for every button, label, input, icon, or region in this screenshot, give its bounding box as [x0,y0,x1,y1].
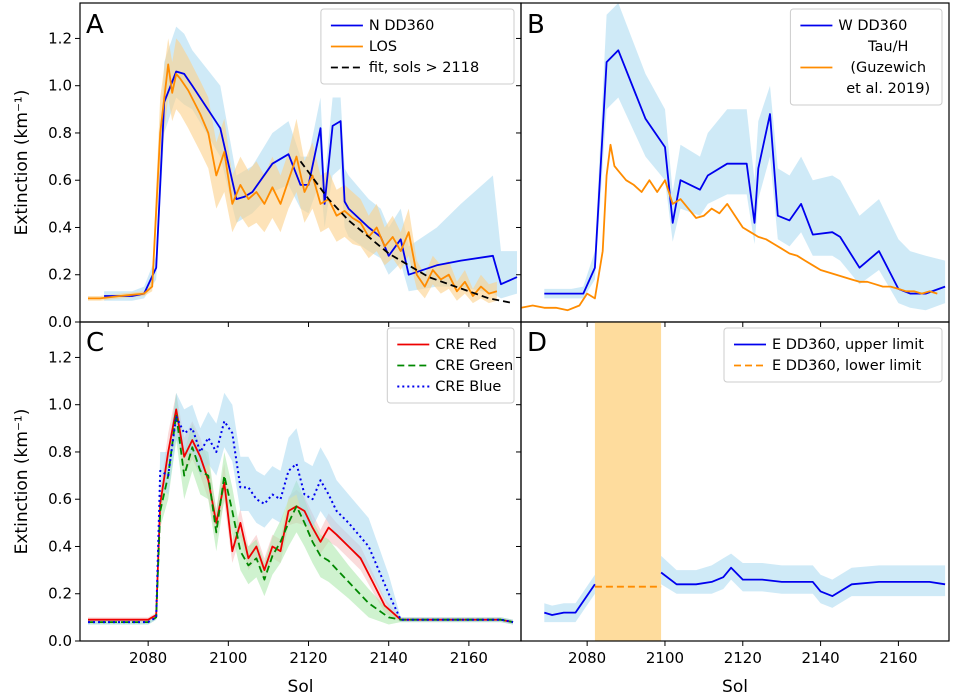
y-tick-label: 0.4 [48,537,72,555]
panel-c: 2080 2100 2120 2140 2160 0.0 0.2 0.4 0.6 0.8 1.0 1.… [12,321,522,697]
y-tick-label: 0.0 [48,632,72,650]
shaded-span [594,322,662,641]
x-axis-label: Sol [288,677,314,697]
series-line [88,413,514,623]
series-line [544,583,596,616]
y-tick-label: 1.2 [48,29,72,47]
legend-box [386,327,515,404]
panel-frame [520,321,950,642]
series-line [88,408,514,623]
legend-label: W DD360 [838,18,907,34]
series-line [299,160,514,304]
plot-area [88,392,514,625]
legend-label: Tau/H [867,39,908,55]
legend-label: LOS [369,39,397,55]
legend: CRE Red CRE Green CRE Blue [386,327,515,404]
y-axis-label: Extinction (km⁻¹) [12,90,32,236]
legend: E DD360, upper limit E DD360, lower limit [723,327,943,383]
legend: W DD360 Tau/H (Guzewich et al. 2019) [789,8,943,106]
legend-label: CRE Red [435,337,497,353]
panel-b: W DD360 Tau/H (Guzewich et al. 2019) [516,2,950,327]
x-tick-label: 2080 [129,649,167,667]
panel-letters: A B C D [86,10,547,358]
legend-label: E DD360, upper limit [772,337,924,353]
panel-letter-a: A [86,10,104,40]
legend-label: E DD360, lower limit [772,358,921,374]
plot-area [88,26,518,304]
plot-area [521,3,946,312]
series-line [544,49,946,295]
panel-letter-c: C [86,328,104,358]
y-tick-label: 0.0 [48,313,72,331]
y-tick-label: 1.0 [48,77,72,95]
y-tick-label: 0.4 [48,218,72,236]
y-tick-label: 0.6 [48,490,72,508]
legend-label: et al. 2019) [846,81,930,97]
x-tick-label: 2160 [879,649,917,667]
legend-label: CRE Green [435,358,513,374]
legend-box [320,8,515,85]
x-tick-label: 2120 [289,649,327,667]
legend-label: fit, sols > 2118 [369,60,479,76]
series-line [104,70,518,297]
legend-label: (Guzewich [850,60,926,76]
x-tick-label: 2100 [209,649,247,667]
y-axis-label: Extinction (km⁻¹) [12,409,32,555]
y-tick-label: 0.2 [48,585,72,603]
series-line [88,63,498,300]
uncertainty-band [544,3,946,311]
series-line [88,415,514,624]
y-tick-label: 1.2 [48,348,72,366]
legend: N DD360 LOS fit, sols > 2118 [320,8,515,85]
plot-area [544,322,946,641]
x-tick-label: 2080 [568,649,606,667]
y-tick-label: 0.8 [48,443,72,461]
x-axis-label: Sol [722,677,748,697]
panel-letter-d: D [527,328,547,358]
legend-box [723,327,943,383]
panel-a: 0.0 0.2 0.4 0.6 0.8 1.0 1.2 Extinction (km⁻¹) N … [12,2,522,331]
series-line [521,143,938,312]
y-tick-label: 1.0 [48,396,72,414]
panel-letter-b: B [527,10,545,40]
x-tick-label: 2100 [646,649,684,667]
x-tick-label: 2160 [450,649,488,667]
x-tick-label: 2140 [802,649,840,667]
y-tick-label: 0.6 [48,171,72,189]
legend-label: N DD360 [369,18,434,34]
x-tick-label: 2120 [724,649,762,667]
legend-box [789,8,943,106]
x-tick-label: 2140 [370,649,408,667]
legend-label: CRE Blue [435,379,501,395]
series-line [660,566,946,597]
panel-d: 2080 2100 2120 2140 2160 Sol E DD360, upper li… [516,321,950,697]
uncertainty-band [544,574,595,623]
y-tick-label: 0.2 [48,266,72,284]
y-tick-label: 0.8 [48,124,72,142]
uncertainty-band [661,553,946,608]
